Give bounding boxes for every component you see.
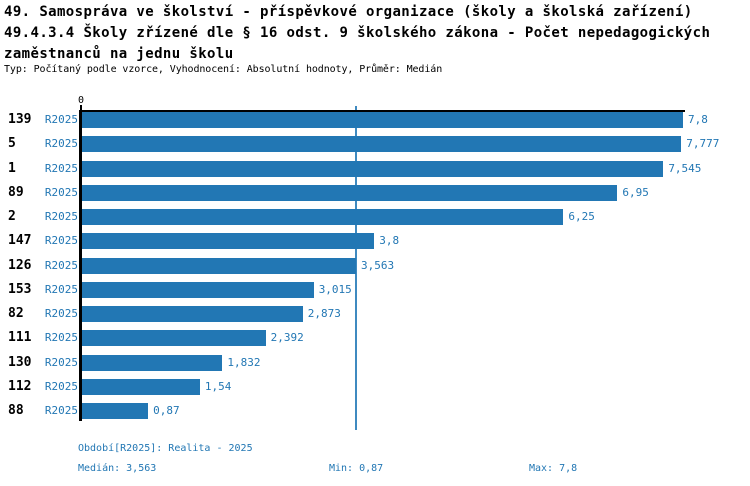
bar-value-label: 3,8 [379, 234, 400, 248]
row-id-label: 126 [8, 257, 32, 273]
bar-value-label: 3,015 [318, 282, 352, 296]
row-id-label: 88 [8, 403, 24, 418]
value-bar [81, 257, 356, 274]
value-bar [81, 160, 664, 177]
x-axis-line [79, 110, 685, 112]
value-bar [81, 281, 314, 298]
bar-value-label: 1,54 [204, 379, 232, 393]
bar-value-label: 2,392 [270, 331, 304, 345]
row-id-label: 111 [8, 330, 32, 346]
row-series-label: R2025 [44, 234, 78, 248]
bar-value-label: 7,777 [686, 137, 720, 151]
chart-row: 1 R2025 7,545 [0, 160, 750, 177]
row-series-label: R2025 [44, 331, 78, 345]
row-id-label: 153 [8, 281, 32, 297]
value-bar [81, 112, 683, 128]
chart-row: 2 R2025 6,25 [0, 209, 750, 225]
y-axis-line [79, 110, 82, 421]
bar-value-label: 6,95 [622, 185, 649, 199]
chart-row: 153 R2025 3,015 [0, 281, 750, 298]
row-series-label: R2025 [44, 137, 78, 151]
chart-title-line-3: zaměstnanců na jednu školu [4, 46, 234, 62]
chart-row: 89 R2025 6,95 [0, 184, 750, 201]
row-id-label: 82 [8, 306, 24, 321]
value-bar [81, 136, 682, 153]
row-id-label: 89 [8, 184, 24, 200]
chart-row: 112 R2025 1,54 [0, 378, 750, 395]
row-series-label: R2025 [44, 355, 78, 369]
chart-row: 5 R2025 7,777 [0, 136, 750, 153]
value-bar [81, 330, 266, 347]
bar-value-label: 7,545 [668, 161, 702, 175]
footer-median-label: Medián: 3,563 [78, 463, 157, 474]
row-series-label: R2025 [44, 185, 78, 199]
value-bar [81, 306, 303, 322]
x-axis-zero-tick-mark [80, 105, 82, 111]
bar-value-label: 0,87 [153, 404, 180, 417]
value-bar [81, 378, 200, 395]
row-id-label: 1 [8, 160, 16, 176]
bar-value-label: 2,873 [307, 307, 341, 320]
value-bar [81, 209, 564, 225]
value-bar [81, 403, 149, 419]
chart-row: 82 R2025 2,873 [0, 306, 750, 322]
row-id-label: 5 [8, 136, 16, 152]
row-id-label: 130 [8, 354, 32, 370]
row-id-label: 112 [8, 378, 32, 394]
chart-subtitle: Typ: Počítaný podle vzorce, Vyhodnocení:… [4, 64, 443, 75]
row-series-label: R2025 [44, 161, 78, 175]
row-series-label: R2025 [44, 404, 78, 417]
footer-min-label: Min: 0,87 [329, 463, 384, 474]
footer-period-label: Období[R2025]: Realita - 2025 [78, 443, 253, 454]
value-bar [81, 233, 375, 250]
row-id-label: 139 [8, 112, 32, 127]
row-series-label: R2025 [44, 258, 78, 272]
chart-row: 126 R2025 3,563 [0, 257, 750, 274]
row-series-label: R2025 [44, 210, 78, 223]
footer-max-label: Max: 7,8 [529, 463, 578, 474]
row-series-label: R2025 [44, 307, 78, 320]
row-id-label: 2 [8, 209, 16, 224]
chart-row: 147 R2025 3,8 [0, 233, 750, 250]
x-axis-zero-tick-label: 0 [77, 95, 85, 106]
bar-value-label: 3,563 [360, 258, 395, 272]
row-series-label: R2025 [44, 282, 78, 296]
value-bar [81, 354, 223, 371]
chart-row: 111 R2025 2,392 [0, 330, 750, 347]
chart-row: 130 R2025 1,832 [0, 354, 750, 371]
bar-value-label: 6,25 [568, 210, 595, 223]
chart-row: 139 R2025 7,8 [0, 112, 750, 128]
chart-row: 88 R2025 0,87 [0, 403, 750, 419]
bar-value-label: 1,832 [227, 355, 261, 369]
chart-title-line-1: 49. Samospráva ve školství - příspěvkové… [4, 4, 693, 20]
row-series-label: R2025 [44, 379, 78, 393]
bar-value-label: 7,8 [688, 113, 708, 126]
row-series-label: R2025 [44, 113, 78, 126]
value-bar [81, 184, 618, 201]
chart-title-line-2: 49.4.3.4 Školy zřízené dle § 16 odst. 9 … [4, 25, 711, 41]
row-id-label: 147 [8, 233, 32, 249]
